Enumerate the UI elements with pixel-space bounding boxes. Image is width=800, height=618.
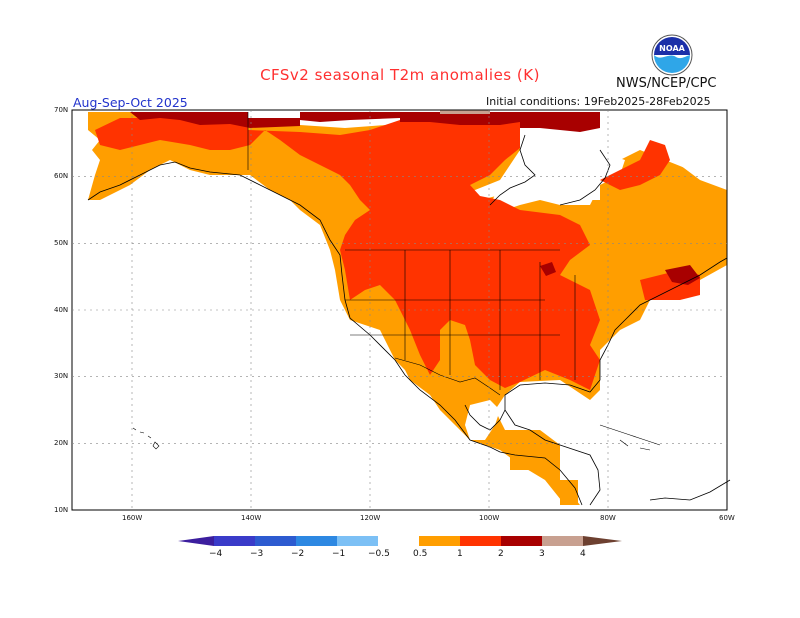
colorbar-label-m05: −0.5 <box>368 549 390 559</box>
colorbar-swatch-2-3 <box>501 536 542 546</box>
lat-label-70n: 70N <box>54 106 69 114</box>
colorbar-swatch-3-4 <box>542 536 583 546</box>
colorbar-label-m2: −2 <box>291 549 305 559</box>
colorbar-label-05: 0.5 <box>413 549 428 559</box>
forecast-period: Aug-Sep-Oct 2025 <box>73 95 188 110</box>
colorbar-swatch-neutral <box>378 536 419 546</box>
map-title: CFSv2 seasonal T2m anomalies (K) <box>260 66 540 84</box>
colorbar-label-m3: −3 <box>250 549 264 559</box>
lat-label-50n: 50N <box>54 239 69 247</box>
lon-label-140w: 140W <box>241 514 262 522</box>
lat-lon-grid <box>72 110 727 510</box>
lat-label-60n: 60N <box>54 172 69 180</box>
agency-label: NWS/NCEP/CPC <box>616 76 717 91</box>
lon-label-120w: 120W <box>360 514 381 522</box>
colorbar-swatch-m3-m2 <box>255 536 296 546</box>
noaa-logo-icon: NOAA <box>651 34 693 76</box>
colorbar-label-2: 2 <box>498 549 504 559</box>
lon-label-80w: 80W <box>600 514 616 522</box>
lat-label-30n: 30N <box>54 372 69 380</box>
colorbar-label-4: 4 <box>580 549 586 559</box>
colorbar-arrow-high <box>583 536 622 546</box>
initial-conditions: Initial conditions: 19Feb2025-28Feb2025 <box>486 95 711 108</box>
lon-label-60w: 60W <box>719 514 735 522</box>
colorbar-swatch-1-2 <box>460 536 501 546</box>
lon-label-160w: 160W <box>122 514 143 522</box>
no-anomaly-areas <box>465 110 727 440</box>
colorbar-swatch-m1-m05 <box>337 536 378 546</box>
coastlines <box>87 134 731 506</box>
anomaly-region-3-4 <box>440 110 490 114</box>
colorbar-label-m4: −4 <box>209 549 223 559</box>
anomaly-region-2-3 <box>130 112 700 285</box>
colorbar-swatch-05-1 <box>419 536 460 546</box>
lat-label-40n: 40N <box>54 306 69 314</box>
svg-text:NOAA: NOAA <box>659 44 685 53</box>
colorbar-swatch-m4-m3 <box>214 536 255 546</box>
colorbar-label-1: 1 <box>457 549 463 559</box>
lat-label-20n: 20N <box>54 439 69 447</box>
colorbar-label-m1: −1 <box>332 549 346 559</box>
colorbar-arrow-low <box>178 536 214 546</box>
lat-label-10n: 10N <box>54 506 69 514</box>
islands <box>132 424 661 451</box>
political-borders <box>247 112 576 396</box>
lon-label-100w: 100W <box>479 514 500 522</box>
colorbar-label-3: 3 <box>539 549 545 559</box>
colorbar-swatch-m2-m1 <box>296 536 337 546</box>
